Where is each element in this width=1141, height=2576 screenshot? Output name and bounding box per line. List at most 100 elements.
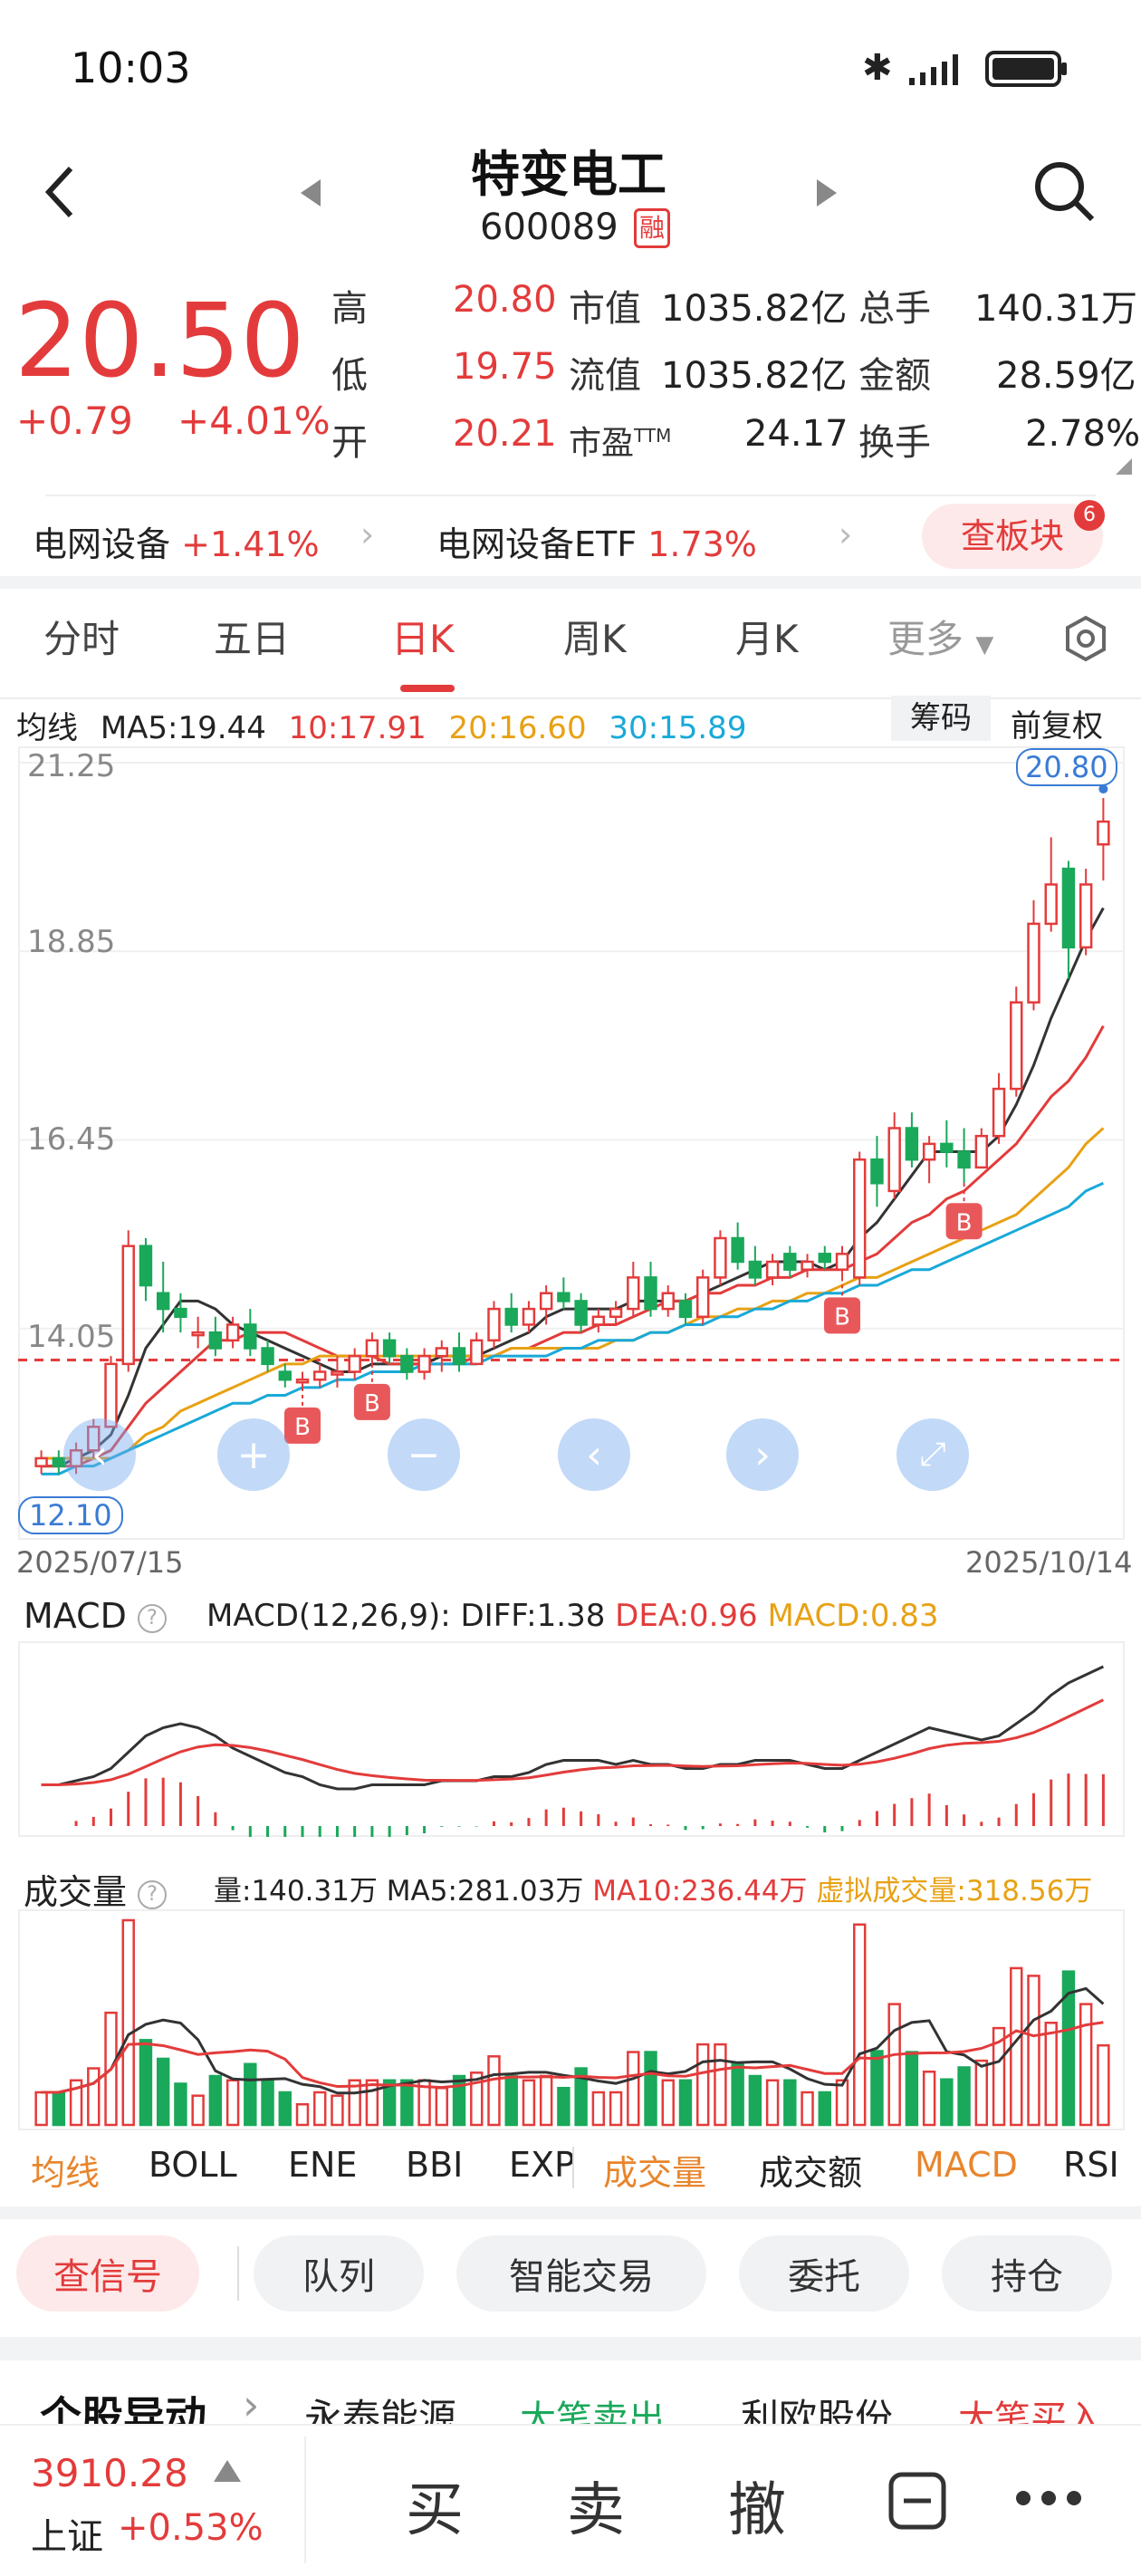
expand-corner-icon[interactable] bbox=[1116, 458, 1132, 475]
buy-button[interactable]: 买 bbox=[406, 2477, 464, 2544]
scroll-right-icon[interactable]: › bbox=[726, 1418, 799, 1491]
date-end: 2025/10/14 bbox=[965, 1545, 1133, 1580]
chip-distribution-button[interactable]: 筹码 bbox=[891, 696, 991, 741]
candle bbox=[818, 1253, 831, 1264]
sector-item-2[interactable]: 电网设备ETF 1.73% bbox=[436, 524, 757, 564]
smart-trade-button[interactable]: 智能交易 bbox=[456, 2235, 706, 2312]
indicator-tab-amount[interactable]: 成交额 bbox=[759, 2153, 863, 2193]
volume-bar bbox=[695, 2043, 710, 2127]
indicator-tab-rsi[interactable]: RSI bbox=[1063, 2145, 1119, 2185]
candle bbox=[1097, 820, 1110, 846]
volume-bar bbox=[139, 2039, 153, 2127]
sector-button[interactable]: 查板块 bbox=[922, 504, 1103, 569]
volume-bar bbox=[714, 2043, 727, 2127]
volume-bar bbox=[504, 2074, 518, 2127]
candle bbox=[295, 1378, 310, 1384]
stock-name: 特变电工 bbox=[471, 146, 666, 203]
bluetooth-icon: ✱ bbox=[862, 47, 893, 89]
signal-button[interactable]: 查信号 bbox=[16, 2235, 199, 2312]
search-icon[interactable] bbox=[1032, 159, 1096, 223]
volume-bar bbox=[313, 2091, 327, 2127]
candle bbox=[887, 1127, 901, 1193]
volume-bar bbox=[887, 2003, 901, 2127]
more-icon[interactable] bbox=[1012, 2487, 1085, 2509]
scroll-left-icon[interactable]: ‹ bbox=[558, 1418, 630, 1491]
adjust-button[interactable]: 前复权 bbox=[1011, 708, 1103, 745]
battery-icon bbox=[985, 51, 1067, 87]
candle bbox=[644, 1276, 657, 1311]
volume-bar bbox=[992, 2026, 1006, 2127]
sell-button[interactable]: 卖 bbox=[567, 2477, 625, 2544]
candle bbox=[261, 1347, 274, 1366]
chevron-right-icon: › bbox=[839, 514, 853, 554]
indicator-tab-volume[interactable]: 成交量 bbox=[603, 2153, 707, 2193]
low-value: 19.75 bbox=[453, 346, 557, 388]
sector-badge: 6 bbox=[1074, 500, 1105, 531]
fullscreen-icon[interactable]: ⤢ bbox=[896, 1418, 969, 1491]
cancel-button[interactable]: 撤 bbox=[728, 2477, 786, 2544]
next-stock-icon[interactable] bbox=[815, 178, 839, 208]
section-divider bbox=[0, 2206, 1141, 2219]
volume-bar bbox=[470, 2071, 484, 2127]
news-tag-1: 大笔卖出 bbox=[520, 2398, 665, 2424]
volume-bar bbox=[748, 2074, 762, 2127]
mcap-label: 市值 bbox=[569, 288, 641, 330]
tab-weekly-k[interactable]: 周K bbox=[563, 617, 627, 661]
high-value: 20.80 bbox=[453, 279, 557, 321]
buy-marker bbox=[945, 1203, 983, 1240]
volume-bar bbox=[539, 2074, 553, 2127]
vol-label: 总手 bbox=[858, 288, 931, 330]
indicator-tab-macd[interactable]: MACD bbox=[915, 2145, 1018, 2185]
indicator-tab-ene[interactable]: ENE bbox=[288, 2145, 358, 2185]
candle bbox=[435, 1347, 449, 1358]
prev-stock-icon[interactable] bbox=[299, 178, 322, 208]
candle bbox=[853, 1158, 867, 1279]
candle bbox=[1044, 883, 1058, 926]
settings-icon[interactable] bbox=[1061, 614, 1110, 663]
active-tab-indicator bbox=[400, 685, 455, 692]
volume-bar bbox=[156, 2057, 170, 2127]
zoom-in-icon[interactable]: + bbox=[217, 1418, 290, 1491]
volume-bar bbox=[957, 2066, 971, 2127]
volume-bar bbox=[591, 2091, 606, 2127]
tab-five-day[interactable]: 五日 bbox=[214, 617, 291, 661]
volume-bar bbox=[922, 2071, 936, 2127]
news-item-1: 永泰能源 bbox=[304, 2396, 457, 2424]
indicator-tab-ma[interactable]: 均线 bbox=[31, 2153, 101, 2193]
macd-label[interactable]: MACD ? bbox=[24, 1596, 168, 1636]
tab-more[interactable]: 更多 ▼ bbox=[887, 617, 994, 661]
macd-chart[interactable] bbox=[18, 1641, 1125, 1837]
volume-bar bbox=[295, 2102, 310, 2127]
queue-button[interactable]: 队列 bbox=[254, 2235, 424, 2312]
holdings-button[interactable]: 持仓 bbox=[942, 2235, 1112, 2312]
volume-bar bbox=[348, 2079, 361, 2127]
candle bbox=[974, 1134, 989, 1169]
candle bbox=[695, 1276, 710, 1319]
sector-item-1[interactable]: 电网设备 +1.41% bbox=[33, 524, 320, 564]
volume-chart[interactable] bbox=[18, 1909, 1125, 2130]
indicator-divider bbox=[572, 2147, 574, 2188]
indicator-tab-boll[interactable]: BOLL bbox=[149, 2145, 237, 2185]
volume-bar bbox=[905, 2051, 919, 2127]
kline-chart[interactable]: B B B B bbox=[18, 746, 1125, 1540]
macd-values: MACD(12,26,9): DIFF:1.38 DEA:0.96 MACD:0… bbox=[206, 1598, 939, 1634]
tab-monthly-k[interactable]: 月K bbox=[735, 617, 799, 661]
index-value[interactable]: 3910.28 bbox=[31, 2451, 188, 2495]
volume-label[interactable]: 成交量 ? bbox=[24, 1864, 168, 1914]
kline-area[interactable] bbox=[18, 746, 1125, 1540]
candle bbox=[522, 1307, 536, 1326]
candle bbox=[539, 1292, 553, 1311]
indicator-tab-bbi[interactable]: BBI bbox=[406, 2145, 464, 2185]
chip-divider bbox=[237, 2246, 239, 2301]
minimize-icon[interactable] bbox=[887, 2471, 947, 2531]
tab-intraday[interactable]: 分时 bbox=[43, 617, 120, 661]
candle bbox=[940, 1142, 954, 1153]
tab-daily-k[interactable]: 日K bbox=[391, 617, 455, 661]
indicator-tab-exp[interactable]: EXP bbox=[509, 2145, 575, 2185]
chart-prev-icon[interactable]: ‹ bbox=[63, 1418, 136, 1491]
orders-button[interactable]: 委托 bbox=[739, 2235, 909, 2312]
y-tick-14-05: 14.05 bbox=[27, 1319, 116, 1355]
news-ticker[interactable]: 个股异动 › 永泰能源 大笔卖出 利欧股份 大笔买入 bbox=[0, 2360, 1141, 2424]
back-icon[interactable] bbox=[42, 165, 78, 219]
zoom-out-icon[interactable]: − bbox=[388, 1418, 460, 1491]
